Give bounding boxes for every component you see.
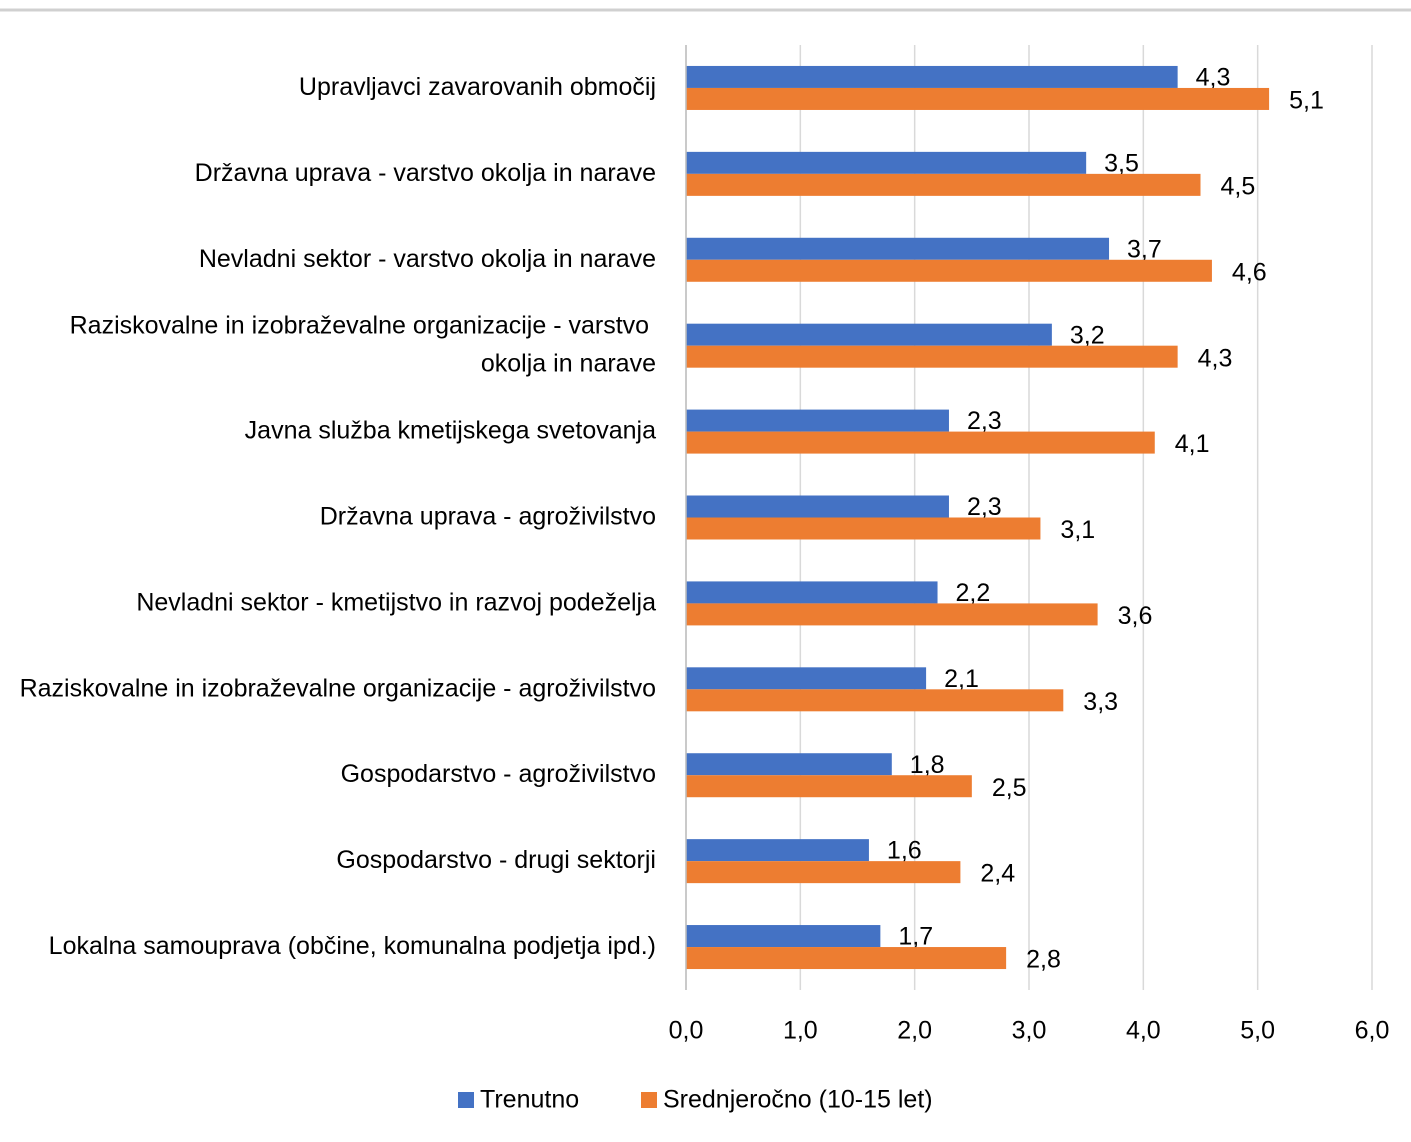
bar <box>686 839 869 862</box>
data-label: 4,3 <box>1198 344 1233 372</box>
data-label: 2,3 <box>967 407 1002 435</box>
bar <box>686 409 949 432</box>
data-label: 3,3 <box>1083 688 1118 716</box>
x-tick-label: 4,0 <box>1126 1017 1161 1045</box>
data-label: 2,4 <box>980 860 1015 888</box>
bar <box>686 259 1212 282</box>
y-tick-label: Raziskovalne in izobraževalne organizaci… <box>20 674 656 702</box>
data-label: 2,1 <box>944 665 979 693</box>
data-label: 4,5 <box>1221 172 1256 200</box>
bar <box>686 861 961 884</box>
data-label: 2,8 <box>1026 946 1061 974</box>
bar <box>686 87 1270 110</box>
bar <box>686 237 1110 260</box>
data-label: 4,3 <box>1196 64 1231 92</box>
data-label: 3,7 <box>1127 235 1162 263</box>
data-label: 3,1 <box>1060 516 1095 544</box>
bar <box>686 151 1087 174</box>
legend-swatch <box>458 1092 474 1108</box>
legend-label: Srednjeročno (10-15 let) <box>663 1086 933 1114</box>
x-tick-label: 2,0 <box>897 1017 932 1045</box>
bar <box>686 581 938 604</box>
y-tick-label: Lokalna samouprava (občine, komunalna po… <box>49 932 656 960</box>
x-tick-label: 0,0 <box>669 1017 704 1045</box>
bar <box>686 173 1201 196</box>
data-label: 4,6 <box>1232 258 1267 286</box>
bar <box>686 775 972 798</box>
data-label: 3,6 <box>1118 602 1153 630</box>
bar <box>686 925 881 948</box>
data-label: 2,3 <box>967 493 1002 521</box>
y-tick-label: Javna služba kmetijskega svetovanja <box>245 416 656 444</box>
data-label: 4,1 <box>1175 430 1210 458</box>
y-tick-label: Nevladni sektor - kmetijstvo in razvoj p… <box>136 588 656 616</box>
bar <box>686 603 1098 626</box>
y-tick-label: Državna uprava - agroživilstvo <box>320 502 656 530</box>
data-label: 5,1 <box>1289 87 1324 115</box>
y-tick-label: Nevladni sektor - varstvo okolja in nara… <box>199 244 656 272</box>
data-label: 1,8 <box>910 751 945 779</box>
x-tick-label: 3,0 <box>1012 1017 1047 1045</box>
data-label: 3,2 <box>1070 321 1105 349</box>
bar <box>686 323 1052 346</box>
y-tick-label: Gospodarstvo - drugi sektorji <box>336 846 656 874</box>
y-tick-label: Državna uprava - varstvo okolja in narav… <box>195 158 656 186</box>
bar <box>686 517 1041 540</box>
bar <box>686 345 1178 368</box>
legend-label: Trenutno <box>480 1086 579 1114</box>
legend-swatch <box>641 1092 657 1108</box>
bar <box>686 947 1007 970</box>
bar <box>686 431 1155 454</box>
bar <box>686 495 949 518</box>
data-label: 2,2 <box>956 579 991 607</box>
bar <box>686 753 892 776</box>
bar <box>686 667 927 690</box>
bar <box>686 689 1064 712</box>
data-label: 2,5 <box>992 774 1027 802</box>
y-tick-label: Gospodarstvo - agroživilstvo <box>341 760 656 788</box>
bar <box>686 65 1178 88</box>
x-tick-label: 5,0 <box>1240 1017 1275 1045</box>
x-tick-label: 6,0 <box>1355 1017 1390 1045</box>
data-label: 1,7 <box>898 923 933 951</box>
y-tick-label: Upravljavci zavarovanih območij <box>299 73 656 101</box>
data-label: 1,6 <box>887 837 922 865</box>
x-tick-label: 1,0 <box>783 1017 818 1045</box>
data-label: 3,5 <box>1104 149 1139 177</box>
y-tick-label: Raziskovalne in izobraževalne organizaci… <box>70 311 656 377</box>
